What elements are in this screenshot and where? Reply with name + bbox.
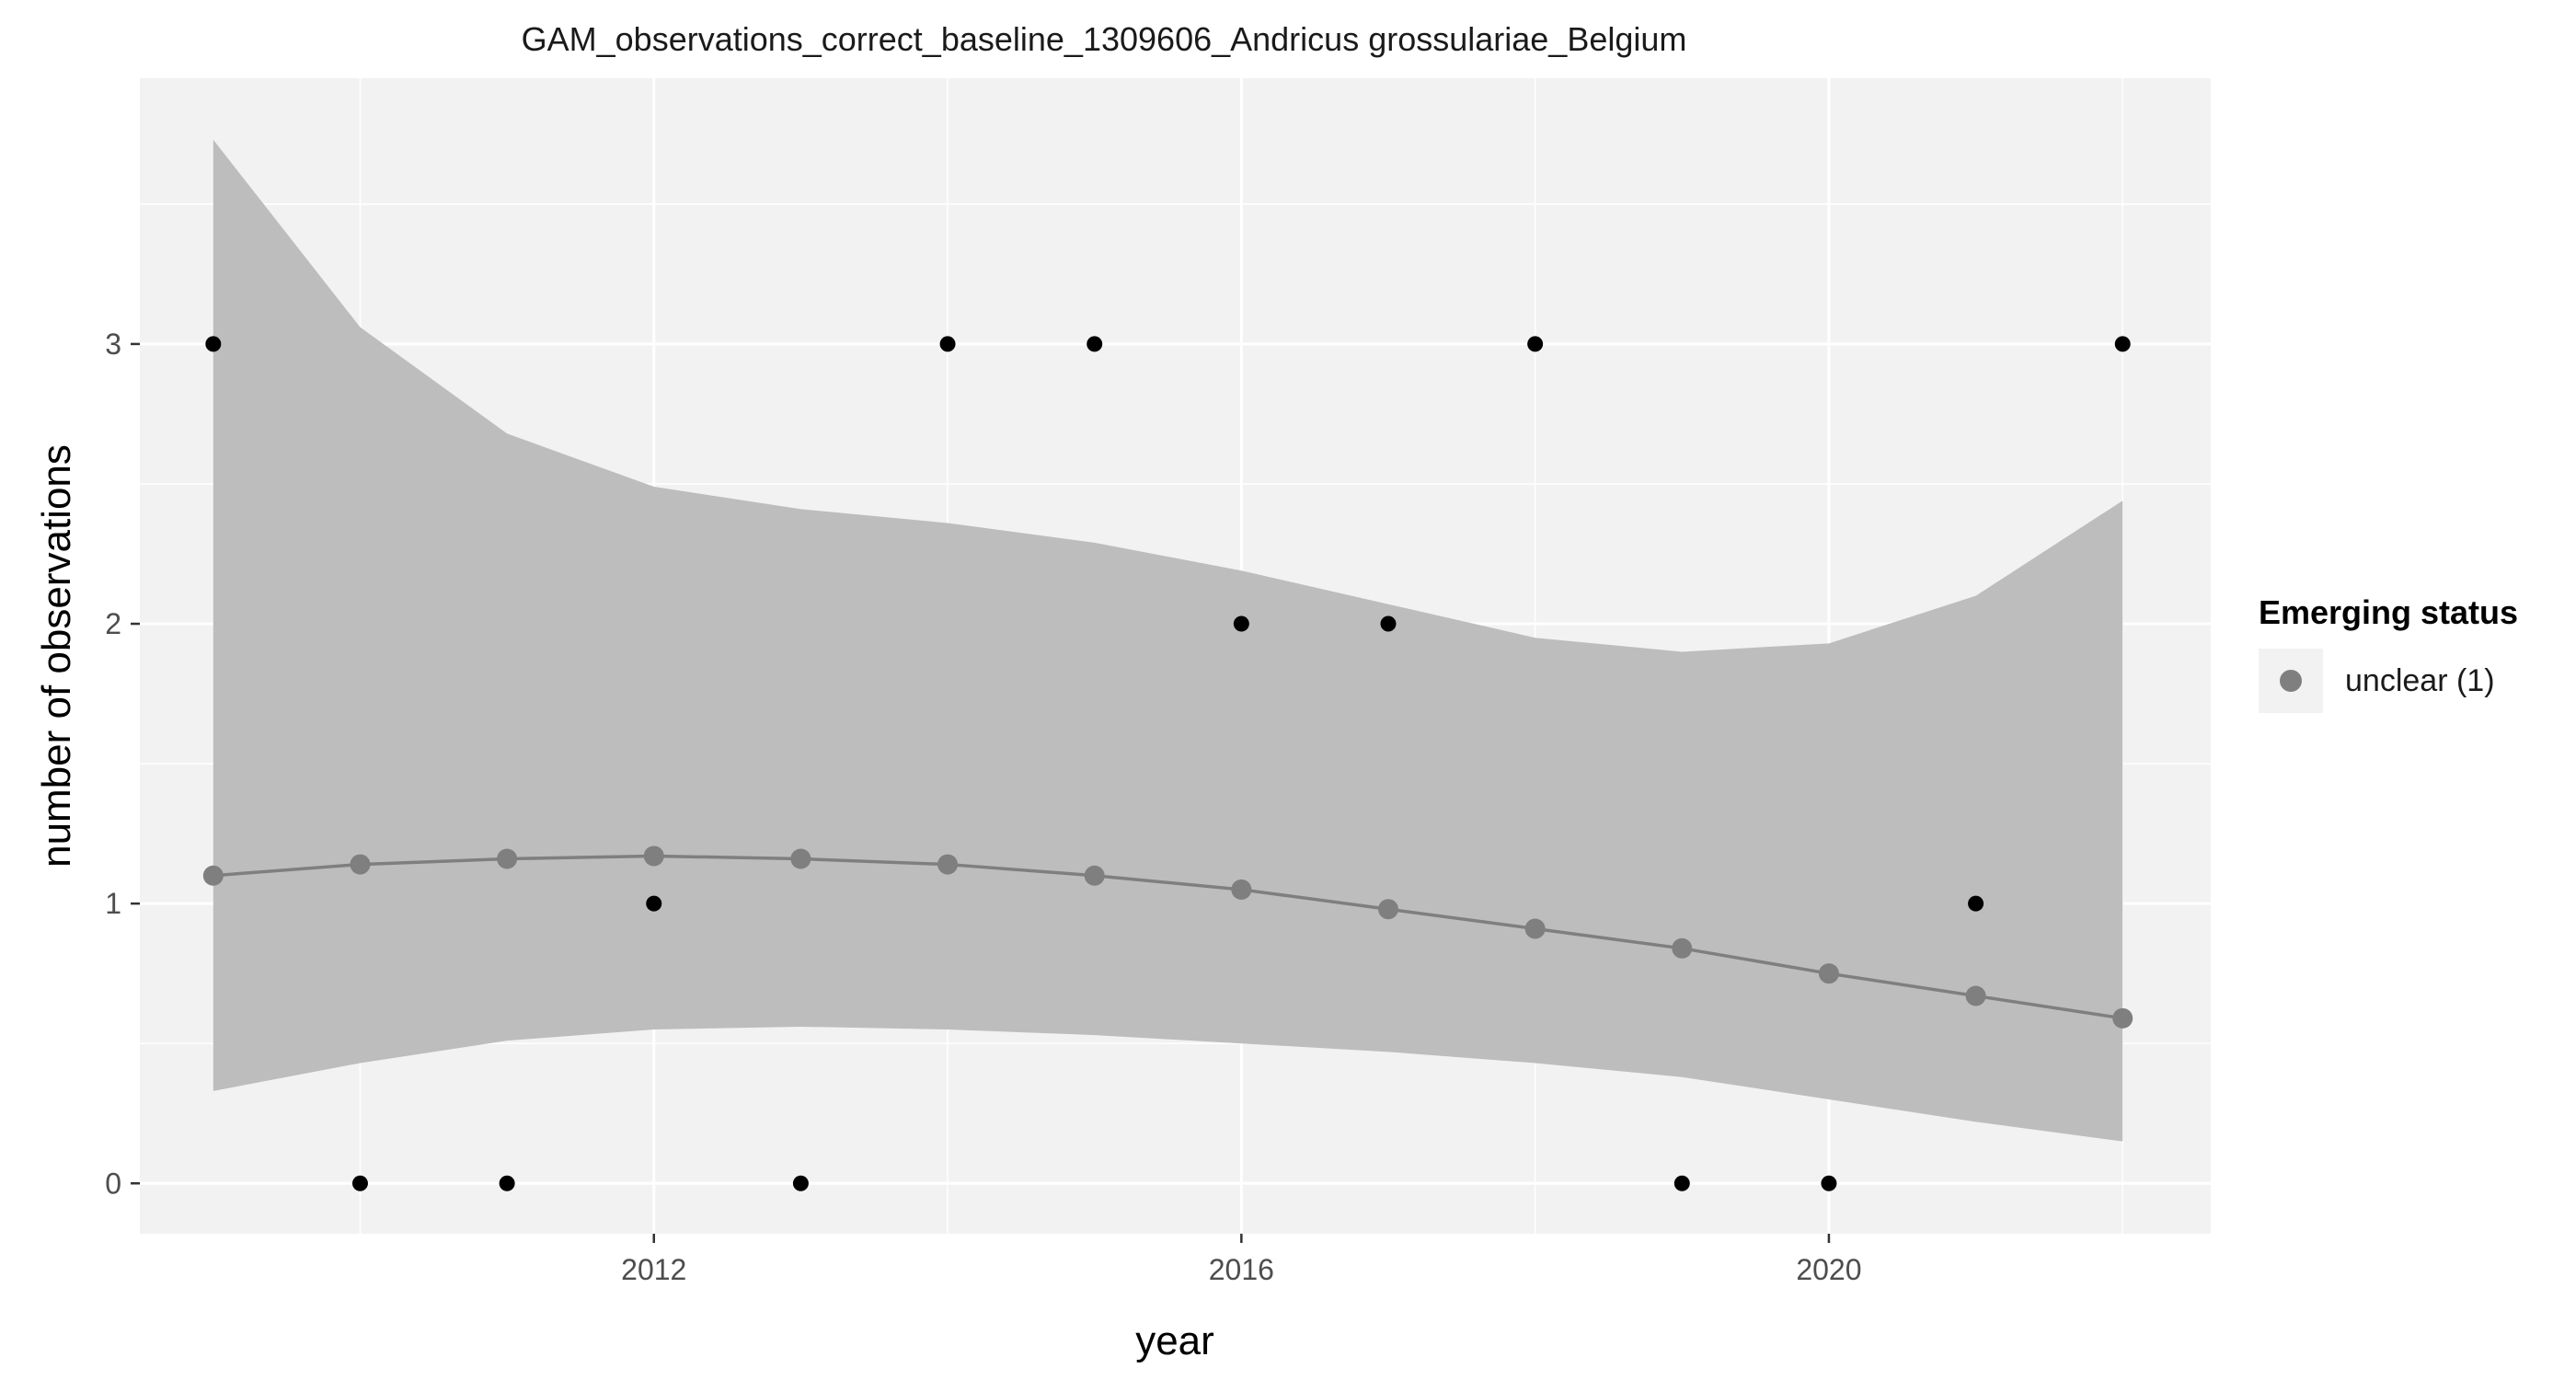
x-tick-label: 2016	[1209, 1253, 1274, 1286]
observation-point	[499, 1175, 515, 1191]
fit-point	[1965, 985, 1986, 1006]
fit-point	[497, 848, 518, 869]
observation-point	[1380, 615, 1397, 632]
fit-point	[1672, 937, 1693, 959]
observation-point	[351, 1175, 368, 1191]
fit-point	[1818, 963, 1839, 984]
confidence-ribbon	[213, 139, 2123, 1142]
chart-title: GAM_observations_correct_baseline_130960…	[521, 20, 1687, 58]
observation-point	[1233, 615, 1249, 632]
observation-point	[1087, 336, 1103, 352]
y-tick-label: 1	[105, 887, 121, 920]
y-axis-title: number of observations	[34, 444, 79, 868]
y-tick-label: 3	[105, 328, 121, 361]
axes: 2012 2016 2020 0 1 2 3	[105, 328, 1861, 1286]
confidence-ribbon-layer	[213, 139, 2123, 1142]
fit-line	[213, 854, 2123, 1020]
fit-point	[790, 848, 811, 869]
fit-point	[643, 845, 664, 867]
fit-point	[1524, 918, 1546, 939]
fit-point	[937, 854, 959, 875]
observation-point	[1673, 1175, 1690, 1191]
legend-label: unclear (1)	[2345, 662, 2495, 698]
fit-line-layer	[202, 845, 2133, 1029]
x-tick-label: 2020	[1796, 1253, 1861, 1286]
fit-point	[2112, 1007, 2133, 1029]
observation-layer	[205, 336, 2131, 1191]
x-tick-label: 2012	[621, 1253, 686, 1286]
observation-point	[1527, 336, 1544, 352]
observation-point	[646, 895, 662, 912]
fit-point	[1231, 879, 1252, 900]
observation-point	[1968, 895, 1984, 912]
legend-point-icon	[2280, 670, 2302, 692]
observation-point	[205, 336, 222, 352]
observation-point	[939, 336, 956, 352]
legend-item: unclear (1)	[2259, 649, 2518, 713]
legend: Emerging status unclear (1)	[2259, 593, 2518, 713]
y-tick-label: 0	[105, 1167, 121, 1200]
observation-point	[1821, 1175, 1837, 1191]
y-tick-label: 2	[105, 607, 121, 640]
observation-point	[2114, 336, 2131, 352]
fit-point	[202, 865, 224, 886]
fit-point	[1377, 899, 1398, 920]
observation-point	[792, 1175, 809, 1191]
legend-title: Emerging status	[2259, 593, 2519, 631]
x-axis-title: year	[1135, 1318, 1214, 1363]
fit-point	[1084, 865, 1105, 886]
fit-point	[350, 854, 371, 875]
legend-key	[2259, 649, 2323, 713]
